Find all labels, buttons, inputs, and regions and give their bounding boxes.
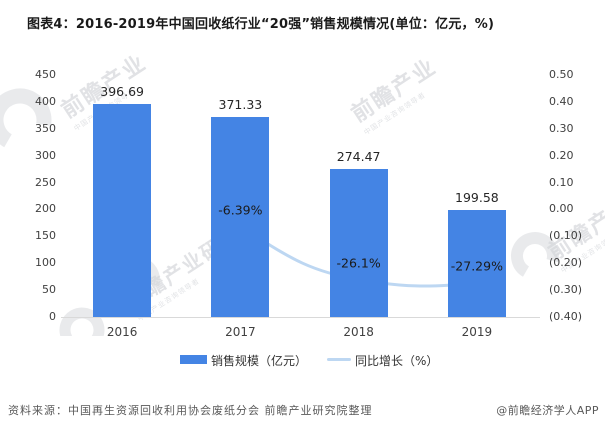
bar-value-2018: 274.47: [336, 149, 381, 165]
y-axis-tick-left: 150: [35, 229, 56, 243]
bar-value-2016: 396.69: [100, 83, 144, 99]
bar-value-2017: 371.33: [218, 97, 263, 113]
growth-label-2017: -6.39%: [218, 202, 263, 218]
y-axis-tick-left: 400: [35, 94, 56, 108]
bar-2019: [447, 209, 506, 317]
y-axis-tick-left: 50: [42, 283, 56, 297]
growth-label-2018: -26.1%: [336, 255, 381, 271]
y-axis-tick-right: 0.00: [549, 202, 574, 216]
legend-line-swatch: [327, 358, 351, 361]
y-axis-tick-left: 300: [35, 148, 56, 162]
bar-2018: [329, 169, 388, 317]
y-axis-tick-right: 0.10: [549, 175, 574, 189]
bar-2016: [93, 103, 152, 317]
credit-note: @前瞻经济学人APP: [496, 404, 599, 417]
y-axis-tick-right: (0.10): [549, 229, 583, 243]
growth-label-2019: -27.29%: [450, 258, 503, 274]
y-axis-tick-left: 250: [35, 175, 56, 189]
x-axis-line: [61, 317, 540, 318]
y-axis-tick-right: (0.30): [549, 283, 583, 297]
legend-bar-swatch: [180, 355, 207, 364]
y-axis-tick-right: (0.20): [549, 256, 583, 270]
source-note: 资料来源：中国再生资源回收利用协会废纸分会 前瞻产业研究院整理: [8, 404, 373, 417]
y-axis-tick-right: 0.20: [549, 148, 574, 162]
x-axis-label-2017: 2017: [225, 325, 256, 339]
y-axis-tick-right: (0.40): [549, 310, 583, 323]
x-axis-label-2019: 2019: [461, 325, 493, 339]
legend-line-label: 同比增长（%）: [355, 354, 439, 368]
bar-value-2019: 199.58: [455, 189, 499, 205]
footer: 资料来源：中国再生资源回收利用协会废纸分会 前瞻产业研究院整理 @前瞻经济学人A…: [0, 398, 605, 422]
y-axis-tick-left: 350: [35, 121, 56, 135]
legend-bar-label: 销售规模（亿元）: [211, 354, 308, 368]
y-axis-tick-left: 200: [35, 202, 56, 216]
bar-2017: [211, 117, 270, 317]
y-axis-tick-right: 0.40: [549, 94, 574, 108]
y-axis-tick-left: 100: [35, 256, 56, 270]
y-axis-tick-left: 0: [49, 310, 56, 323]
y-axis-tick-right: 0.50: [549, 68, 574, 81]
y-axis-tick-right: 0.30: [549, 121, 574, 135]
legend: 销售规模（亿元） 同比增长（%）: [0, 350, 605, 370]
chart-title: 图表4：2016-2019年中国回收纸行业“20强”销售规模情况(单位：亿元，%…: [27, 17, 495, 32]
y-axis-tick-left: 450: [35, 68, 56, 81]
x-axis-label-2018: 2018: [343, 325, 374, 339]
x-axis-label-2016: 2016: [106, 325, 138, 339]
